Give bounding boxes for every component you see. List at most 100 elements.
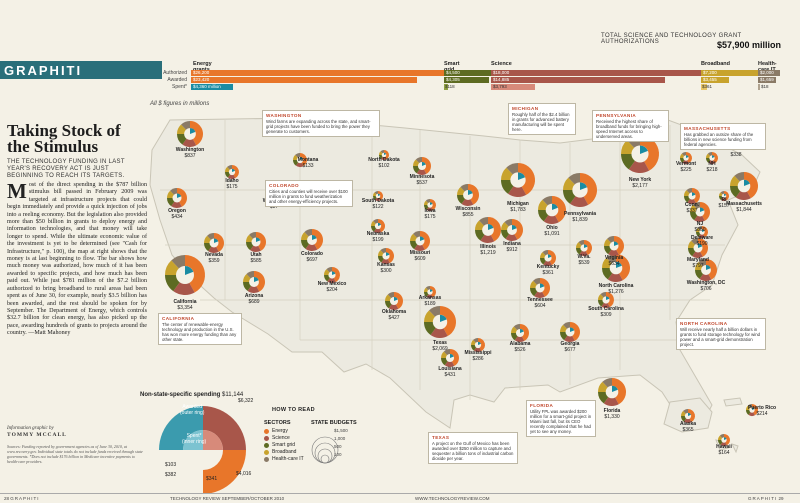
- brand-bar: [0, 61, 162, 79]
- state-name: Texas: [433, 340, 447, 346]
- donut-texas: [424, 306, 456, 339]
- donut-w-va: [576, 240, 592, 256]
- donut-wedge: [616, 254, 630, 281]
- donut-maryland: [688, 238, 708, 259]
- awarded-energy-segment: $23,420: [191, 77, 417, 83]
- state-name: NH: [708, 161, 716, 167]
- donut-north-dakota: [379, 150, 390, 161]
- state-name: Delaware: [691, 235, 713, 241]
- article-headline: Taking Stock of the Stimulus: [7, 121, 121, 156]
- legend-sectors-title: SECTORS: [264, 420, 291, 426]
- awarded-smart-grid-segment: $4,305: [444, 77, 489, 83]
- donut-spent-wedge: [185, 266, 194, 275]
- donut-wedge: [640, 135, 659, 171]
- donut-wedge: [422, 157, 431, 174]
- donut-wedge: [683, 416, 692, 424]
- donut-wedge: [706, 259, 718, 280]
- state-label-puerto-rico: Puerto Rico $214: [740, 405, 784, 417]
- donut-vermont: [680, 152, 692, 164]
- state-label-arkansas: Arkansas $189: [408, 295, 452, 307]
- donut-spent-wedge: [300, 156, 303, 160]
- state-name: RI: [721, 197, 727, 203]
- authorized-energy-segment: $26,200: [191, 70, 444, 76]
- donut-iowa: [424, 199, 437, 211]
- callout-colorado: COLORADO Cities and counties will receive…: [265, 180, 353, 207]
- donut-tennessee: [530, 278, 550, 299]
- state-value: $689: [248, 298, 260, 305]
- donut-wedge: [724, 191, 729, 201]
- state-name: Wisconsin: [455, 206, 481, 212]
- donut-wedge: [378, 219, 386, 233]
- donut-wedge: [601, 300, 610, 308]
- state-value: $199: [372, 236, 384, 243]
- donut-wedge: [584, 240, 592, 256]
- donut-oregon: [167, 188, 187, 208]
- state-label-nj: NJ $850: [678, 221, 722, 233]
- state-value: $133: [302, 162, 314, 169]
- donut-spent-wedge: [570, 327, 575, 332]
- donut-spent-wedge: [612, 385, 618, 392]
- donut-spent-wedge: [724, 437, 727, 440]
- state-label-utah: Utah $585: [234, 252, 278, 264]
- category-label-broadband: Broadband: [701, 61, 731, 67]
- donut-wedge: [606, 292, 614, 308]
- puerto-rico-landmass: [723, 397, 743, 407]
- donut-wedge: [182, 134, 197, 147]
- state-name: W.Va.: [577, 254, 591, 260]
- non-state-inner-science: [203, 430, 223, 450]
- state-value: $677: [564, 346, 576, 353]
- donut-wedge: [232, 165, 239, 179]
- authorized-smart-grid-segment: $4,500: [444, 70, 491, 76]
- donut-hawaii: [718, 434, 730, 446]
- non-state-value-3: $103: [165, 462, 177, 468]
- donut-wedge: [305, 240, 318, 251]
- legend-item-science: Science: [264, 435, 304, 442]
- state-value: $1,844: [736, 206, 752, 213]
- callout-north-carolina: NORTH CAROLINA Will receive nearly half a…: [676, 318, 766, 350]
- donut-pennsylvania: [563, 173, 597, 208]
- donut-spent-wedge: [606, 296, 610, 300]
- donut-spent-wedge: [584, 244, 588, 248]
- callout-massachusetts: MASSACHUSETTS Has grabbed an outsize shar…: [680, 123, 766, 150]
- state-name: North Carolina: [598, 283, 634, 289]
- non-state-donut: [159, 406, 246, 494]
- legend-item-broadband: Broadband: [264, 449, 304, 456]
- donut-spent-wedge: [430, 289, 433, 292]
- donut-wedge: [540, 278, 550, 297]
- state-value: $837: [184, 152, 196, 159]
- donut-spent-wedge: [540, 283, 545, 288]
- donut-wedge: [534, 288, 545, 299]
- state-value: $300: [380, 267, 392, 274]
- donut-north-carolina: [602, 254, 630, 283]
- state-value: $706: [700, 285, 712, 292]
- state-label-arizona: Arizona $689: [232, 293, 276, 305]
- donut-wedge: [430, 199, 437, 211]
- donut-colorado: [301, 229, 324, 251]
- state-value: $102: [378, 162, 390, 169]
- donut-spent-wedge: [512, 225, 517, 230]
- donut-spent-wedge: [640, 145, 648, 154]
- state-value: $2,177: [632, 182, 648, 189]
- state-name: Alabama: [509, 341, 531, 347]
- state-label-texas: Texas $2,069: [418, 340, 462, 352]
- state-name: Conn.: [684, 202, 700, 208]
- state-value: $3,354: [177, 304, 193, 311]
- state-name: Idaho: [225, 178, 239, 184]
- donut-wedge: [381, 155, 387, 161]
- spent-broadband-segment: $361: [701, 84, 713, 90]
- donut-wedge: [505, 230, 518, 241]
- state-value: $609: [414, 255, 426, 262]
- state-label-north-dakota: North Dakota $102: [362, 157, 406, 169]
- donut-arkansas: [424, 286, 437, 299]
- state-value: $604: [534, 302, 546, 309]
- donut-wisconsin: [457, 184, 479, 206]
- state-name: Alaska: [679, 421, 697, 427]
- donut-alaska: [681, 409, 696, 424]
- donut-wedge: [580, 173, 597, 205]
- callout-pennsylvania: PENNSYLVANIA Received the highest share o…: [592, 110, 669, 142]
- donut-wedge: [570, 190, 589, 208]
- state-label-oregon: Oregon $434: [155, 208, 199, 220]
- state-name: Arizona: [244, 293, 264, 299]
- donut-spent-wedge: [700, 207, 705, 212]
- state-label-new-york: New York $2,177: [618, 177, 662, 189]
